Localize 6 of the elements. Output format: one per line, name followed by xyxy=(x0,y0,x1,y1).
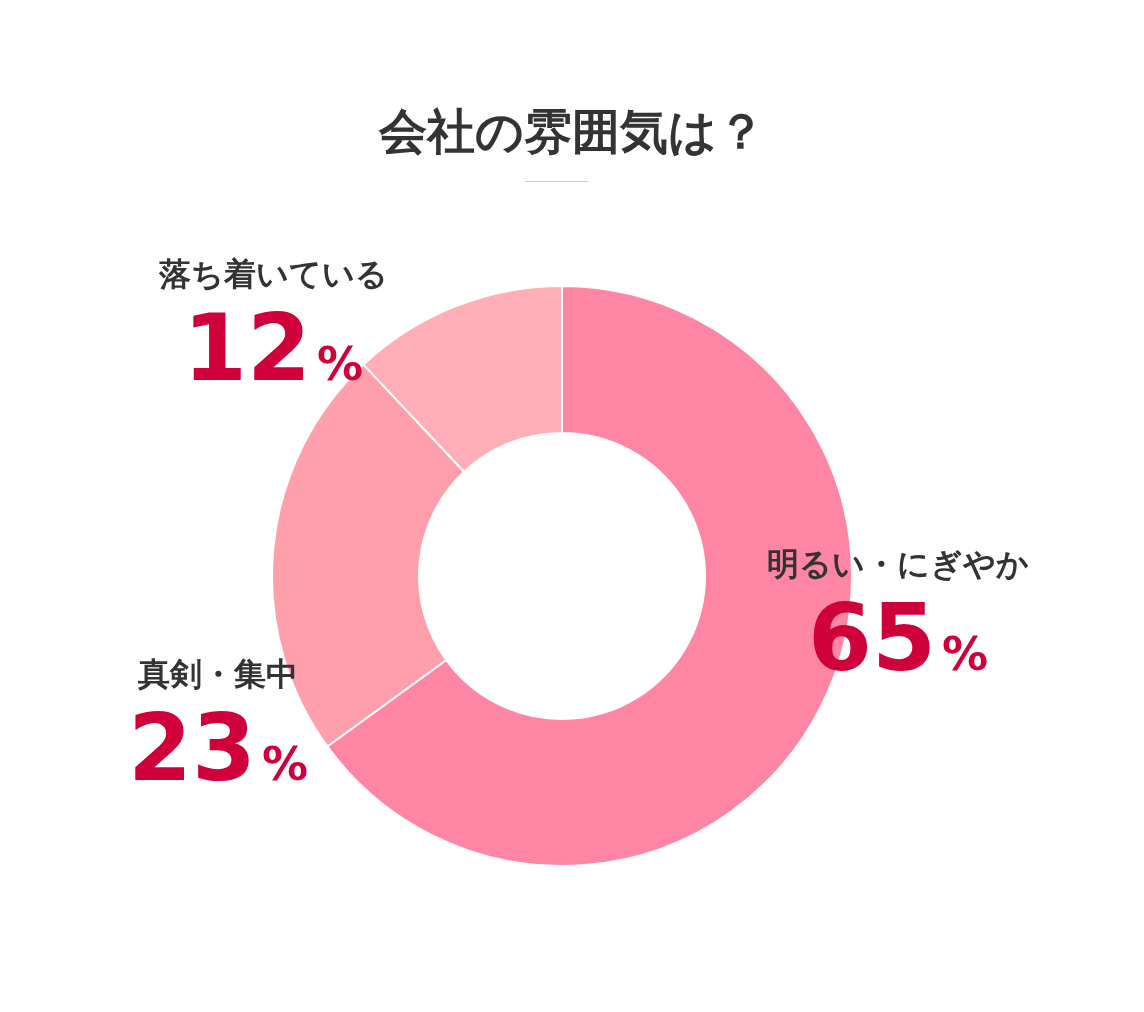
slice-label: 真剣・集中 xyxy=(138,655,298,693)
data-label: 65% xyxy=(807,585,989,692)
data-label: 23% xyxy=(127,695,309,802)
slice-label: 落ち着いている xyxy=(158,255,388,293)
chart-title: 会社の雰囲気は？ xyxy=(377,102,766,161)
data-label: 12% xyxy=(182,295,364,402)
